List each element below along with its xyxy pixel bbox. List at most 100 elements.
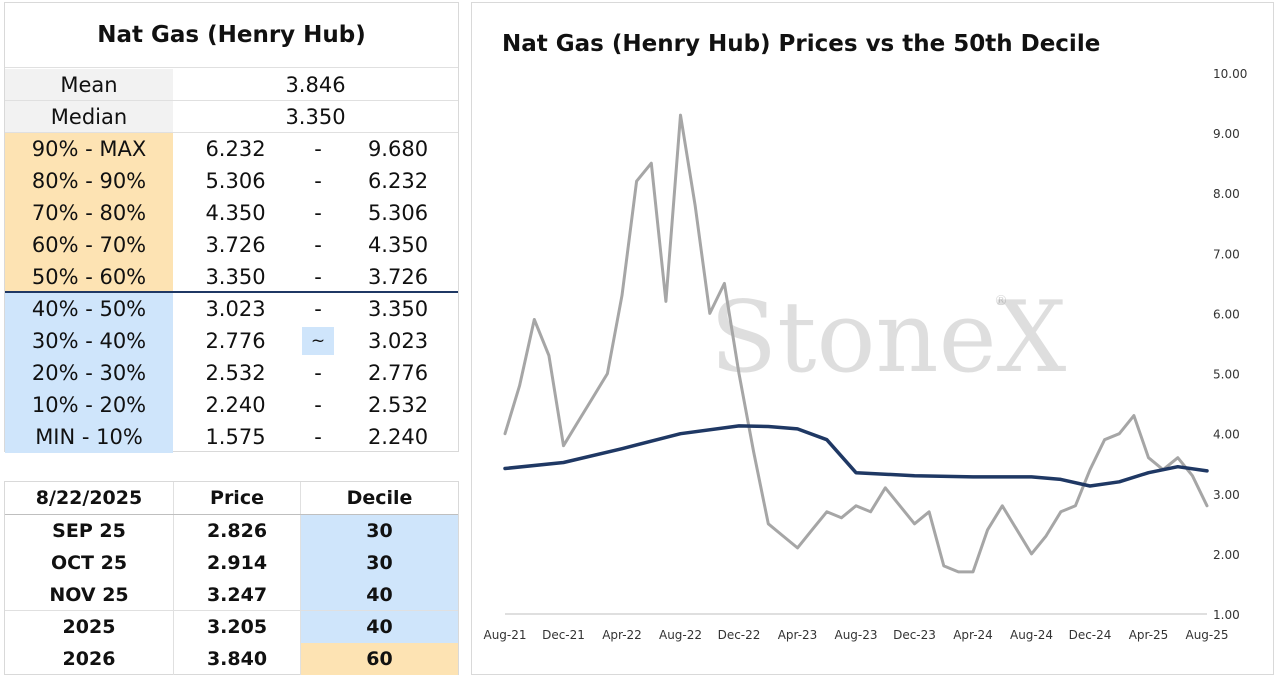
decile-separator: - [314,201,322,225]
decile-high-value: 2.240 [367,425,429,449]
mean-row: Mean 3.846 [5,69,458,101]
decile-range-label: 70% - 80% [5,197,173,229]
decile-range-label: 10% - 20% [5,389,173,421]
y-tick-label: 6.00 [1213,307,1240,321]
decile-separator: - [314,169,322,193]
price-series-line [503,113,1209,574]
price-value: 3.205 [173,611,300,643]
x-tick-label: Apr-25 [1129,628,1169,642]
x-tick-label: Apr-23 [778,628,818,642]
decile-low-value: 3.726 [205,233,266,257]
decile-50th-line [503,424,1209,488]
decile-row: 60% - 70% 3.726 - 4.350 [5,229,458,261]
decile-high-value: 9.680 [367,137,429,161]
x-tick-label: Dec-22 [718,628,761,642]
decile-range-label: 90% - MAX [5,133,173,165]
decile-high-value: 2.532 [367,393,429,417]
divider [5,610,458,611]
decile-range-label: 40% - 50% [5,293,173,325]
x-tick-label: Aug-22 [659,628,702,642]
contract-label: OCT 25 [50,552,128,574]
x-tick-label: Dec-21 [542,628,585,642]
x-tick-label: Dec-23 [893,628,936,642]
decile-row: 80% - 90% 5.306 - 6.232 [5,165,458,197]
decile-separator: - [314,265,322,289]
decile-row: 20% - 30% 2.532 - 2.776 [5,357,458,389]
quote-row: 2025 3.205 40 [5,611,458,643]
divider [5,100,458,101]
contract-label: 2025 [62,616,116,638]
decile-high-value: 5.306 [367,201,429,225]
date-header: 8/22/2025 [35,487,143,509]
contract-label: SEP 25 [52,520,126,542]
x-tick-label: Apr-22 [602,628,642,642]
decile-separator: - [314,137,322,161]
decile-separator: - [314,393,322,417]
decile-range-label: 50% - 60% [5,261,173,293]
registered-mark-icon: ® [994,293,1008,309]
decile-low-value: 3.350 [205,265,266,289]
x-tick-label: Apr-24 [953,628,993,642]
quote-row: NOV 25 3.247 40 [5,579,458,611]
median-value: 3.350 [285,105,346,129]
x-tick-label: Aug-23 [834,628,877,642]
axes: 10.00 9.00 8.00 7.00 6.00 5.00 4.00 3.00 2.00 1.0… [483,67,1247,642]
decile-value: 40 [300,611,458,643]
contract-label: NOV 25 [49,584,129,606]
decile-high-value: 3.726 [367,265,429,289]
decile-value: 30 [300,515,458,547]
decile-value: 40 [300,579,458,611]
price-value: 2.826 [173,515,300,547]
decile-low-value: 5.306 [205,169,266,193]
decile-row: 10% - 20% 2.240 - 2.532 [5,389,458,421]
decile-separator: ~ [302,327,334,355]
decile-range-label: 80% - 90% [5,165,173,197]
decile-separator: - [314,425,322,449]
decile-low-value: 4.350 [205,201,266,225]
decile-row: 70% - 80% 4.350 - 5.306 [5,197,458,229]
decile-high-value: 6.232 [367,169,429,193]
chart-title: Nat Gas (Henry Hub) Prices vs the 50th D… [502,31,1101,57]
y-tick-label: 3.00 [1213,488,1240,502]
divider [5,514,458,515]
y-tick-label: 5.00 [1213,368,1240,382]
decile-value: 30 [300,547,458,579]
price-value: 2.914 [173,547,300,579]
decile-row: 90% - MAX 6.232 - 9.680 [5,133,458,165]
contract-label: 2026 [62,648,116,670]
decile-range-label: 30% - 40% [5,325,173,357]
decile-stats-table: Nat Gas (Henry Hub) Mean 3.846 Median 3.… [4,2,459,453]
decile-range-label: 20% - 30% [5,357,173,389]
y-tick-label: 1.00 [1213,608,1240,622]
x-tick-label: Dec-24 [1069,628,1112,642]
stonex-watermark: StoneX [710,281,1067,395]
divider [5,67,458,68]
median-row: Median 3.350 [5,101,458,133]
decile-low-value: 2.532 [205,361,266,385]
decile-low-value: 2.240 [205,393,266,417]
decile-separator: - [314,297,322,321]
y-tick-label: 2.00 [1213,548,1240,562]
decile-high-value: 2.776 [367,361,429,385]
x-tick-label: Aug-25 [1185,628,1228,642]
decile-separator: - [314,361,322,385]
decile-separator: - [314,233,322,257]
mean-label: Mean [5,69,173,101]
decile-range-label: 60% - 70% [5,229,173,261]
decile-low-value: 3.023 [205,297,266,321]
price-value: 3.840 [173,643,300,675]
price-chart: Nat Gas (Henry Hub) Prices vs the 50th D… [471,2,1274,675]
decile-row: 50% - 60% 3.350 - 3.726 [5,261,458,293]
table-title: Nat Gas (Henry Hub) [97,22,366,48]
y-tick-label: 9.00 [1213,127,1240,141]
y-tick-label: 8.00 [1213,187,1240,201]
quotes-header-row: 8/22/2025 Price Decile [5,482,458,514]
quote-row: SEP 25 2.826 30 [5,515,458,547]
quotes-table: 8/22/2025 Price Decile SEP 25 2.826 30 OCT … [4,481,459,675]
series [503,113,1209,574]
quote-row: 2026 3.840 60 [5,643,458,675]
decile-high-value: 3.023 [367,329,429,353]
y-tick-label: 7.00 [1213,247,1240,261]
y-tick-label: 4.00 [1213,428,1240,442]
divider [5,132,458,133]
